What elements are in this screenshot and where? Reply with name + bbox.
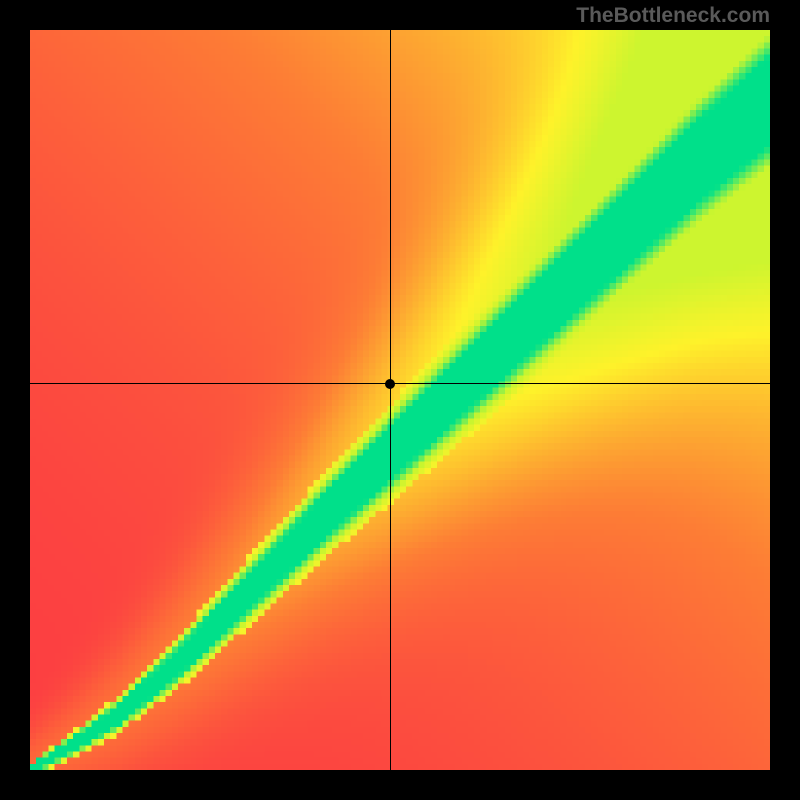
watermark-text: TheBottleneck.com	[576, 4, 770, 28]
crosshair-vertical	[390, 30, 391, 770]
crosshair-horizontal	[30, 383, 770, 384]
heatmap-plot	[30, 30, 770, 770]
